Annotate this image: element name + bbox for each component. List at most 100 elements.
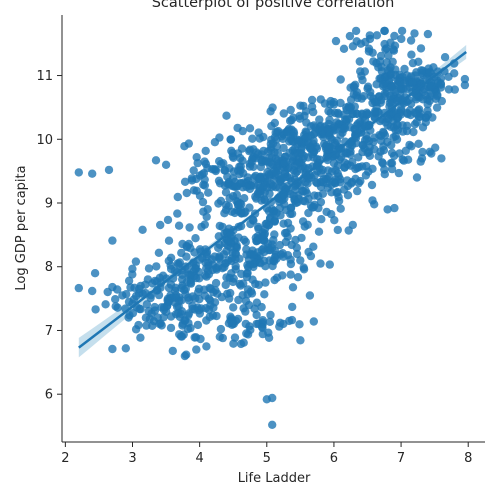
scatter-point [261,219,270,229]
scatter-point [387,164,397,174]
scatter-point [254,222,263,232]
scatter-point [365,143,374,152]
scatter-point [166,261,175,270]
scatter-point [182,188,191,198]
scatter-point [231,262,240,271]
scatter-point [164,297,173,306]
y-axis-ticks: 6 7 8 9 10 11 [36,69,62,403]
scatter-point [214,199,223,208]
scatter-point [258,329,267,339]
scatter-point [266,107,275,116]
scatter-point [289,127,298,136]
scatter-point [370,107,380,116]
scatter-point [267,121,276,131]
scatter-point [124,276,134,285]
scatter-point [186,323,195,333]
scatter-point [309,153,318,162]
scatter-point [410,29,419,38]
scatter-point [428,113,437,122]
scatter-point [111,302,120,311]
scatter-point [136,304,145,314]
scatter-point [387,82,396,92]
scatter-point [347,140,357,150]
scatter-point [270,230,279,239]
scatter-point [90,269,100,278]
scatter-point [303,220,312,229]
y-tick-label: 7 [45,324,53,339]
scatter-point [287,209,297,218]
scatter-point [215,133,224,142]
scatter-point [236,339,246,349]
scatter-point [378,158,387,167]
scatter-point [383,205,392,214]
scatter-point [270,246,280,255]
regression-line [78,50,467,349]
scatter-point [282,127,292,137]
scatter-point [228,174,238,183]
scatter-point [293,160,302,169]
scatter-point [295,149,305,158]
scatter-point [349,90,358,99]
scatter-point [384,51,393,60]
scatter-point [299,263,308,272]
scatter-point [180,316,189,325]
scatter-point [245,159,254,168]
scatter-point [218,264,227,273]
scatter-point [272,208,281,218]
scatter-point [142,300,152,309]
scatter-point [210,252,219,261]
scatter-point [307,95,317,105]
scatter-point [367,180,377,190]
scatter-point [197,222,206,232]
scatter-point [379,142,388,151]
scatter-point [198,170,207,179]
scatter-point [154,248,164,257]
scatter-point [214,176,224,185]
scatter-point [173,209,182,218]
scatter-point [359,92,368,101]
scatter-point [201,146,210,156]
scatter-point [346,150,355,159]
scatter-point [345,31,355,41]
y-tick-label: 10 [36,133,53,148]
scatter-point [361,171,371,180]
scatter-point [91,305,100,314]
x-tick-label: 3 [128,451,136,466]
scatter-point [111,295,120,304]
scatter-point [408,78,417,87]
scatter-point [164,236,174,245]
scatter-point [390,203,399,213]
scatter-point [215,332,224,341]
x-tick-label: 6 [330,451,338,466]
scatter-point [333,161,342,170]
scatter-point [260,195,269,204]
scatter-point [417,66,426,75]
scatter-point [370,133,379,142]
scatter-point [247,289,257,298]
scatter-point [263,147,273,156]
scatter-point [248,275,257,284]
scatter-point [196,334,205,344]
chart-title: Scatterplot of positive correlation [152,0,395,11]
scatter-point [238,126,247,136]
scatter-point [245,145,255,154]
scatter-point [407,142,416,151]
scatter-point [225,294,234,303]
scatter-point [363,84,372,93]
scatter-point [285,174,295,183]
scatter-point [104,165,114,175]
scatter-point [136,333,145,342]
scatter-point [234,295,243,305]
y-tick-label: 11 [36,69,53,84]
scatter-point [88,169,97,178]
scatter-point [241,207,250,216]
scatter-point [387,159,397,168]
scatter-point [258,232,267,241]
scatter-point [365,34,375,44]
scatter-point [392,135,402,144]
scatter-point [195,309,204,318]
scatter-point [221,205,231,214]
scatter-point [264,206,274,216]
scatter-point [414,139,423,148]
scatter-point [185,223,194,232]
